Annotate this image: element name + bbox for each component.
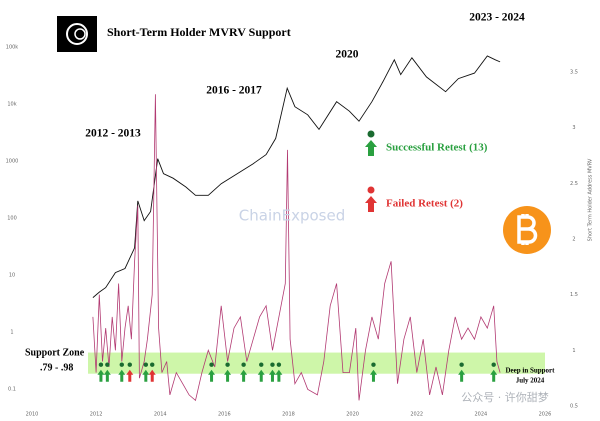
era-label: 2020: [336, 49, 359, 61]
y-tick-label: 10k: [7, 102, 16, 108]
note: Deep in Support: [505, 367, 555, 375]
chart-title: Short-Term Holder MVRV Support: [107, 25, 291, 39]
retest-dot: [371, 362, 376, 367]
retest-dot: [270, 362, 275, 367]
x-tick-label: 2010: [26, 412, 39, 418]
logo: [57, 16, 97, 52]
logo-ring: [66, 23, 88, 45]
retest-dot: [225, 362, 230, 367]
retest-arrow: [118, 369, 126, 382]
x-tick-label: 2016: [218, 412, 231, 418]
x-tick-label: 2026: [539, 412, 552, 418]
retest-arrow: [275, 369, 283, 382]
x-tick-label: 2018: [282, 412, 295, 418]
retest-dot: [105, 362, 110, 367]
y2-tick-label: 2: [572, 237, 575, 243]
logo-inner: [74, 28, 86, 40]
retest-arrow: [257, 369, 265, 382]
retest-arrow: [126, 369, 134, 382]
legend-dot: [367, 186, 375, 194]
retest-arrow: [268, 369, 276, 382]
y2-tick-label: 3: [572, 125, 575, 131]
y2-tick-label: 0.5: [570, 404, 578, 410]
retest-dot: [150, 362, 155, 367]
retest-arrow: [490, 369, 498, 382]
retest-dot: [209, 362, 214, 367]
retest-arrow: [224, 369, 232, 382]
retest-dot: [143, 362, 149, 367]
y-tick-label: 100: [7, 216, 17, 222]
x-tick-label: 2014: [154, 412, 167, 418]
x-tick-label: 2020: [346, 412, 359, 418]
retest-arrow: [240, 369, 248, 382]
legend-dot: [367, 130, 375, 138]
watermark-2: 公众号 · 许你甜梦: [461, 391, 549, 404]
era-label: 2012 - 2013: [85, 128, 141, 140]
retest-arrow: [369, 369, 377, 382]
retest-arrow: [97, 369, 105, 382]
retest-arrow: [142, 369, 150, 382]
y2-axis-title: Short Term Holder Address MVRV: [588, 158, 594, 241]
x-tick-label: 2012: [90, 412, 103, 418]
retest-dot: [98, 362, 104, 367]
y-tick-label: 1000: [6, 159, 19, 165]
x-tick-label: 2024: [475, 412, 488, 418]
retest-dot: [119, 362, 124, 367]
support-zone-range: .79 - .98: [40, 362, 73, 373]
watermark: ChainExposed: [239, 207, 345, 225]
legend-label: Successful Retest (13): [386, 142, 488, 154]
retest-dot: [276, 362, 282, 367]
legend-arrow: [365, 196, 377, 212]
retest-dot: [259, 362, 264, 367]
y2-tick-label: 3.5: [570, 70, 578, 76]
era-label: 2023 - 2024: [469, 12, 525, 24]
retest-dot: [127, 362, 132, 367]
retest-dot: [459, 362, 464, 367]
y2-tick-label: 2.5: [570, 181, 578, 187]
legend-label: Failed Retest (2): [386, 198, 463, 210]
retest-dot: [491, 362, 496, 367]
y-tick-label: 100k: [6, 45, 19, 51]
era-label: 2016 - 2017: [206, 85, 262, 97]
retest-arrow: [103, 369, 111, 382]
y2-tick-label: 1.5: [570, 292, 578, 298]
y2-tick-label: 1: [572, 348, 575, 354]
retest-dot: [241, 362, 246, 367]
y-tick-label: 1: [10, 329, 13, 335]
x-tick-label: 2022: [410, 412, 423, 418]
support-zone-label: Support Zone: [25, 347, 85, 358]
support-zone: [88, 352, 545, 374]
line-series: [92, 94, 501, 402]
y-tick-label: 10: [9, 272, 15, 278]
note: July 2024: [516, 377, 545, 385]
retest-arrow: [458, 369, 466, 382]
line-series: [92, 55, 501, 298]
bitcoin-glyph: [517, 214, 538, 245]
y-tick-label: 0.1: [8, 386, 16, 392]
legend-arrow: [365, 140, 377, 156]
retest-arrow: [208, 369, 216, 382]
retest-arrow: [148, 369, 156, 382]
